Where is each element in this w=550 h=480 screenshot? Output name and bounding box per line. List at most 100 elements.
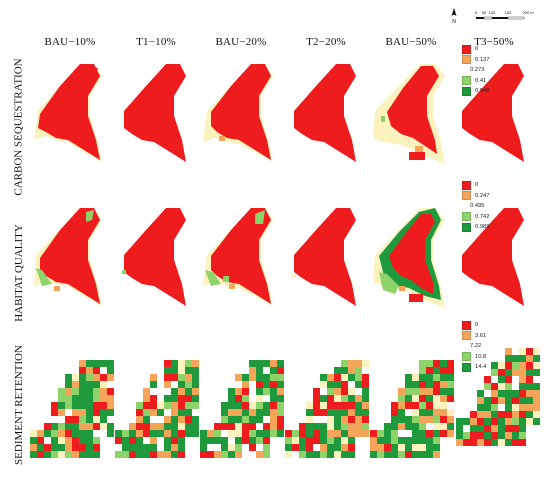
sediment-cell [79, 430, 86, 437]
legend-habitat: 0 0.247 0.495 0.742 0.989 [462, 180, 490, 233]
sediment-cell [228, 451, 235, 458]
sediment-cell [405, 444, 412, 451]
sediment-cell [277, 423, 284, 430]
sediment-cell [86, 374, 93, 381]
sediment-cell [327, 402, 334, 409]
sediment-cell [93, 388, 100, 395]
sediment-cell [122, 444, 129, 451]
sediment-cell [86, 437, 93, 444]
sediment-cell [362, 381, 369, 388]
sediment-cell [341, 416, 348, 423]
sediment-cell [341, 409, 348, 416]
legend-swatch [462, 76, 471, 86]
sediment-cell [334, 388, 341, 395]
sediment-cell [178, 451, 185, 458]
sediment-cell [391, 416, 398, 423]
legend-swatch [462, 180, 471, 190]
sediment-cell [505, 383, 512, 390]
sediment-cell [270, 409, 277, 416]
legend-label: 7.22 [470, 343, 482, 350]
sediment-cell [285, 430, 292, 437]
sediment-cell [405, 451, 412, 458]
sediment-cell [327, 374, 334, 381]
sediment-cell [484, 376, 491, 383]
sediment-cell [178, 360, 185, 367]
sediment-cell [192, 388, 199, 395]
sediment-cell [405, 374, 412, 381]
sediment-cell [143, 444, 150, 451]
sediment-cell [526, 362, 533, 369]
sediment-cell [228, 430, 235, 437]
sediment-cell [477, 418, 484, 425]
sediment-cell [348, 374, 355, 381]
sediment-cell [491, 411, 498, 418]
sediment-cell [256, 374, 263, 381]
sediment-cell [398, 395, 405, 402]
sediment-cell [72, 451, 79, 458]
sediment-cell [242, 423, 249, 430]
sediment-cell [228, 388, 235, 395]
sediment-cell [65, 402, 72, 409]
sediment-cell [79, 409, 86, 416]
legend-label: 0.989 [475, 224, 490, 231]
sediment-cell [334, 416, 341, 423]
legend-swatch [462, 191, 471, 201]
sediment-cell [79, 402, 86, 409]
sediment-cell [419, 367, 426, 374]
sediment-cell [426, 430, 433, 437]
sediment-cell [30, 430, 37, 437]
sediment-cell [512, 390, 519, 397]
sediment-cell [72, 395, 79, 402]
sediment-cell [419, 451, 426, 458]
sediment-cell [348, 430, 355, 437]
sediment-cell [334, 430, 341, 437]
sediment-cell [207, 437, 214, 444]
sediment-cell [86, 451, 93, 458]
sediment-cell [171, 388, 178, 395]
sediment-cell [313, 437, 320, 444]
sediment-cell [456, 432, 463, 439]
sediment-cell [263, 374, 270, 381]
sediment-cell [37, 451, 44, 458]
sediment-cell [433, 395, 440, 402]
sediment-cell [334, 381, 341, 388]
sediment-cell [313, 388, 320, 395]
carbon-map-bau-20 [203, 64, 273, 162]
sediment-cell [65, 388, 72, 395]
sediment-cell [426, 437, 433, 444]
sediment-cell [512, 418, 519, 425]
sediment-cell [235, 388, 242, 395]
legend-label: 0 [475, 182, 479, 189]
sediment-cell [447, 360, 454, 367]
sediment-cell [285, 451, 292, 458]
sediment-cell [185, 430, 192, 437]
sediment-cell [249, 402, 256, 409]
sediment-cell [519, 383, 526, 390]
sediment-cell [505, 404, 512, 411]
sediment-cell [192, 381, 199, 388]
sediment-cell [426, 409, 433, 416]
sediment-cell [463, 418, 470, 425]
sediment-cell [426, 402, 433, 409]
sediment-cell [320, 430, 327, 437]
sediment-cell [348, 360, 355, 367]
sediment-cell [150, 381, 157, 388]
sediment-cell [263, 409, 270, 416]
sediment-cell [72, 409, 79, 416]
sediment-cell [320, 402, 327, 409]
sediment-cell [235, 430, 242, 437]
sediment-cell [263, 430, 270, 437]
sediment-cell [405, 416, 412, 423]
sediment-cell [341, 374, 348, 381]
sediment-cell [51, 451, 58, 458]
sediment-cell [440, 409, 447, 416]
sediment-cell [440, 423, 447, 430]
sediment-cell [391, 402, 398, 409]
sediment-cell [178, 430, 185, 437]
sediment-cell [447, 388, 454, 395]
sediment-cell [334, 367, 341, 374]
sediment-cell [256, 402, 263, 409]
sediment-cell [157, 409, 164, 416]
sediment-cell [285, 437, 292, 444]
sediment-cell [355, 402, 362, 409]
